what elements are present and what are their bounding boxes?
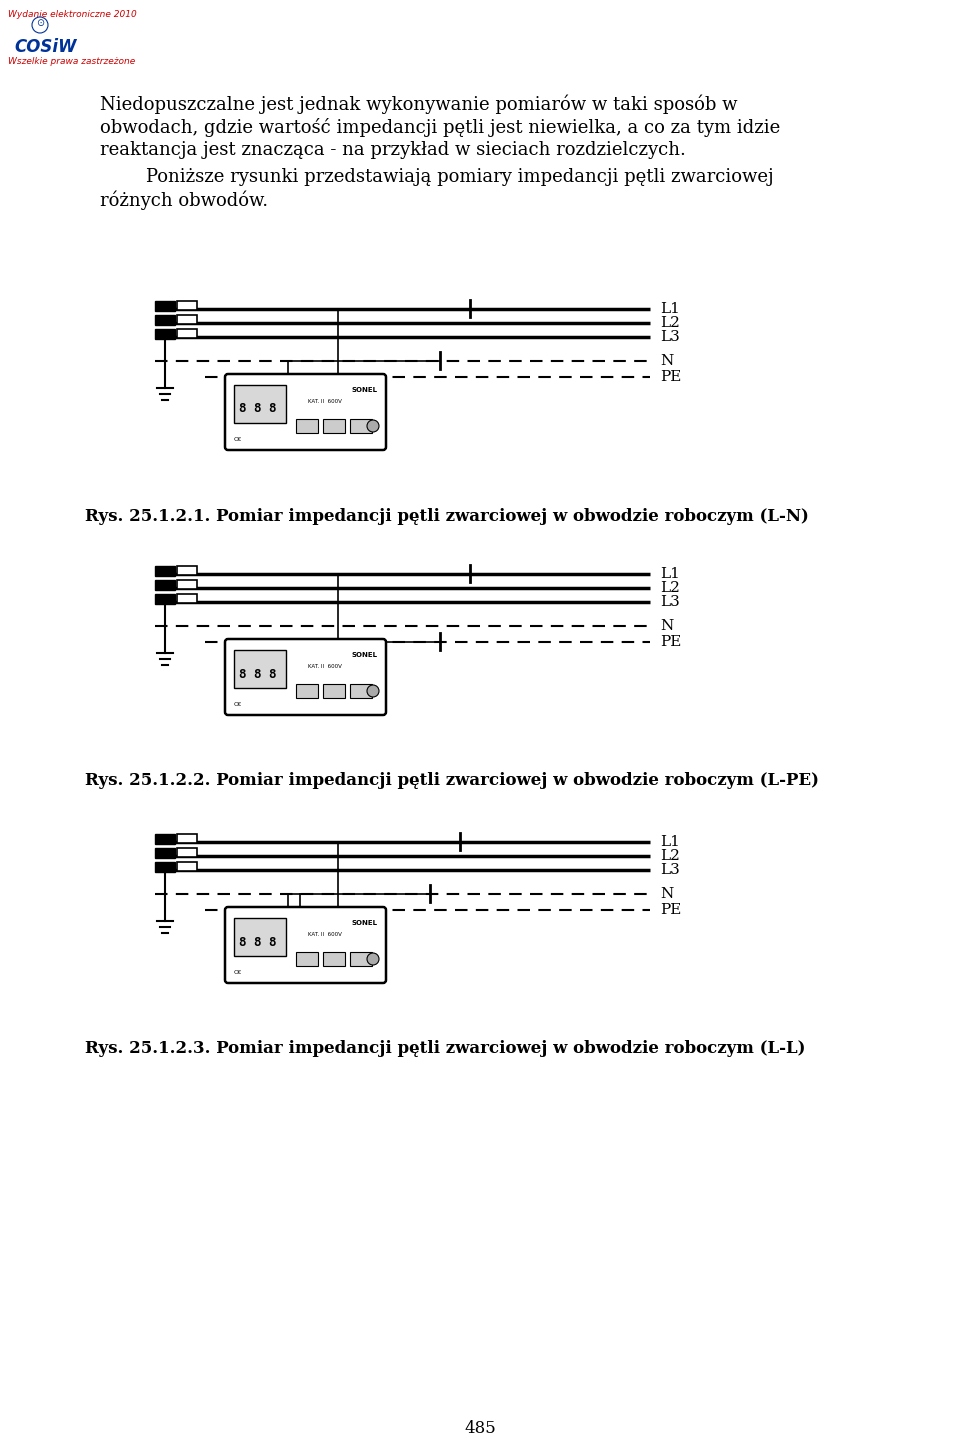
Text: L3: L3 [660,330,680,344]
Text: L1: L1 [660,834,680,849]
Text: L2: L2 [660,316,680,330]
Text: L3: L3 [660,863,680,878]
Text: Poniższe rysunki przedstawiają pomiary impedancji pętli zwarciowej: Poniższe rysunki przedstawiają pomiary i… [100,169,774,186]
Text: różnych obwodów.: różnych obwodów. [100,192,268,210]
Text: 8: 8 [253,667,261,680]
FancyBboxPatch shape [225,375,386,450]
Text: SONEL: SONEL [352,388,378,393]
Text: SONEL: SONEL [352,651,378,659]
Text: N: N [660,620,673,633]
Text: N: N [660,354,673,367]
Bar [177,316,197,324]
Bar [234,650,286,687]
Text: 485: 485 [464,1419,496,1437]
Text: COSiW: COSiW [14,37,77,56]
Bar [155,316,175,326]
Bar [155,594,175,604]
Text: PE: PE [660,370,682,383]
Text: ⊙: ⊙ [36,17,44,27]
Text: 8: 8 [253,935,261,948]
Bar [323,684,345,697]
Bar [350,684,372,697]
Text: 8: 8 [268,667,276,680]
Text: 8: 8 [253,402,261,415]
Bar [177,847,197,857]
Text: Rys. 25.1.2.2. Pomiar impedancji pętli zwarciowej w obwodzie roboczym (L-PE): Rys. 25.1.2.2. Pomiar impedancji pętli z… [85,772,819,790]
Bar [177,862,197,870]
Bar [350,953,372,965]
Bar [155,566,175,576]
Text: 8: 8 [238,667,246,680]
Text: Wszelkie prawa zastrzeżone: Wszelkie prawa zastrzeżone [8,58,135,66]
Text: reaktancja jest znacząca - na przykład w sieciach rozdzielczych.: reaktancja jest znacząca - na przykład w… [100,141,685,159]
Bar [155,579,175,589]
Bar [155,847,175,857]
Bar [155,301,175,311]
FancyBboxPatch shape [225,638,386,715]
Bar [296,684,318,697]
Bar [350,419,372,432]
Bar [296,953,318,965]
Text: PE: PE [660,635,682,648]
Bar [177,579,197,589]
Bar [323,953,345,965]
Text: L1: L1 [660,566,680,581]
Text: obwodach, gdzie wartość impedancji pętli jest niewielka, a co za tym idzie: obwodach, gdzie wartość impedancji pętli… [100,118,780,137]
Text: Rys. 25.1.2.1. Pomiar impedancji pętli zwarciowej w obwodzie roboczym (L-N): Rys. 25.1.2.1. Pomiar impedancji pętli z… [85,509,809,525]
Text: 8: 8 [238,402,246,415]
FancyBboxPatch shape [225,906,386,983]
Text: Rys. 25.1.2.3. Pomiar impedancji pętli zwarciowej w obwodzie roboczym (L-L): Rys. 25.1.2.3. Pomiar impedancji pętli z… [85,1040,805,1058]
Text: 8: 8 [268,402,276,415]
Circle shape [367,684,379,697]
Text: L1: L1 [660,303,680,316]
Text: SONEL: SONEL [352,919,378,927]
Text: C€: C€ [234,970,242,976]
Text: Wydanie elektroniczne 2010: Wydanie elektroniczne 2010 [8,10,136,19]
Text: KAT. II  600V: KAT. II 600V [308,932,342,937]
Text: KAT. II  600V: KAT. II 600V [308,664,342,669]
Bar [177,594,197,602]
Bar [177,301,197,310]
Text: 8: 8 [268,935,276,948]
Text: N: N [660,888,673,901]
Bar [323,419,345,432]
Bar [155,834,175,844]
Bar [234,385,286,424]
Text: L2: L2 [660,581,680,595]
Bar [234,918,286,955]
Text: KAT. II  600V: KAT. II 600V [308,399,342,403]
Bar [177,834,197,843]
Text: L2: L2 [660,849,680,863]
Bar [177,329,197,339]
Circle shape [367,419,379,432]
Text: C€: C€ [234,437,242,442]
Text: Niedopuszczalne jest jednak wykonywanie pomiarów w taki sposób w: Niedopuszczalne jest jednak wykonywanie … [100,95,737,114]
Text: C€: C€ [234,702,242,708]
Text: 8: 8 [238,935,246,948]
Circle shape [367,953,379,965]
Bar [177,566,197,575]
Text: L3: L3 [660,595,680,610]
Bar [155,329,175,339]
Bar [155,862,175,872]
Bar [296,419,318,432]
Text: PE: PE [660,904,682,916]
